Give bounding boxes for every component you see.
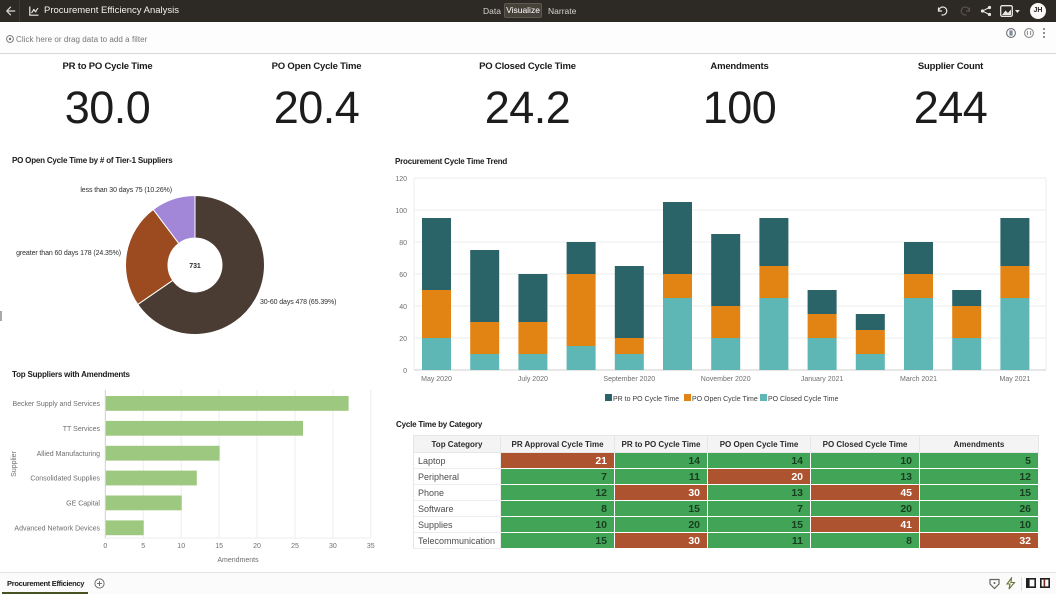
svg-text:25: 25: [291, 543, 299, 550]
svg-text:March 2021: March 2021: [900, 376, 937, 383]
svg-text:Advanced Network Devices: Advanced Network Devices: [14, 525, 100, 532]
svg-text:July 2020: July 2020: [518, 376, 548, 383]
svg-text:September 2020: September 2020: [603, 376, 655, 383]
svg-text:60: 60: [399, 272, 407, 279]
svg-text:100: 100: [395, 208, 407, 215]
svg-text:30: 30: [329, 543, 337, 550]
svg-text:greater than 60 days 178 (24.3: greater than 60 days 178 (24.35%): [16, 250, 121, 257]
svg-text:10: 10: [177, 543, 185, 550]
svg-text:less than 30 days 75 (10.26%): less than 30 days 75 (10.26%): [80, 187, 172, 194]
svg-text:Amendments: Amendments: [217, 557, 259, 564]
svg-text:May 2020: May 2020: [421, 376, 452, 383]
svg-text:GE Capital: GE Capital: [66, 501, 100, 508]
svg-text:PO Closed Cycle Time: PO Closed Cycle Time: [768, 396, 839, 403]
svg-text:Supplier: Supplier: [11, 450, 18, 476]
svg-text:TT Services: TT Services: [63, 426, 101, 433]
svg-text:35: 35: [367, 543, 375, 550]
svg-text:Allied Manufacturing: Allied Manufacturing: [37, 451, 101, 458]
svg-text:PO Open Cycle Time: PO Open Cycle Time: [692, 396, 758, 403]
svg-text:0: 0: [103, 543, 107, 550]
svg-text:PR to PO Cycle Time: PR to PO Cycle Time: [613, 396, 679, 403]
svg-text:January 2021: January 2021: [801, 376, 844, 383]
svg-text:120: 120: [395, 176, 407, 183]
svg-text:80: 80: [399, 240, 407, 247]
svg-text:Consolidated Supplies: Consolidated Supplies: [30, 476, 100, 483]
svg-text:40: 40: [399, 304, 407, 311]
svg-text:May 2021: May 2021: [1000, 376, 1031, 383]
svg-text:November 2020: November 2020: [701, 376, 751, 383]
svg-text:30-60 days 478 (65.39%): 30-60 days 478 (65.39%): [260, 299, 336, 306]
svg-text:15: 15: [215, 543, 223, 550]
svg-text:5: 5: [141, 543, 145, 550]
svg-text:20: 20: [253, 543, 261, 550]
svg-text:Becker Supply and Services: Becker Supply and Services: [12, 401, 100, 408]
svg-text:0: 0: [403, 368, 407, 375]
svg-text:731: 731: [189, 263, 201, 270]
svg-text:20: 20: [399, 336, 407, 343]
